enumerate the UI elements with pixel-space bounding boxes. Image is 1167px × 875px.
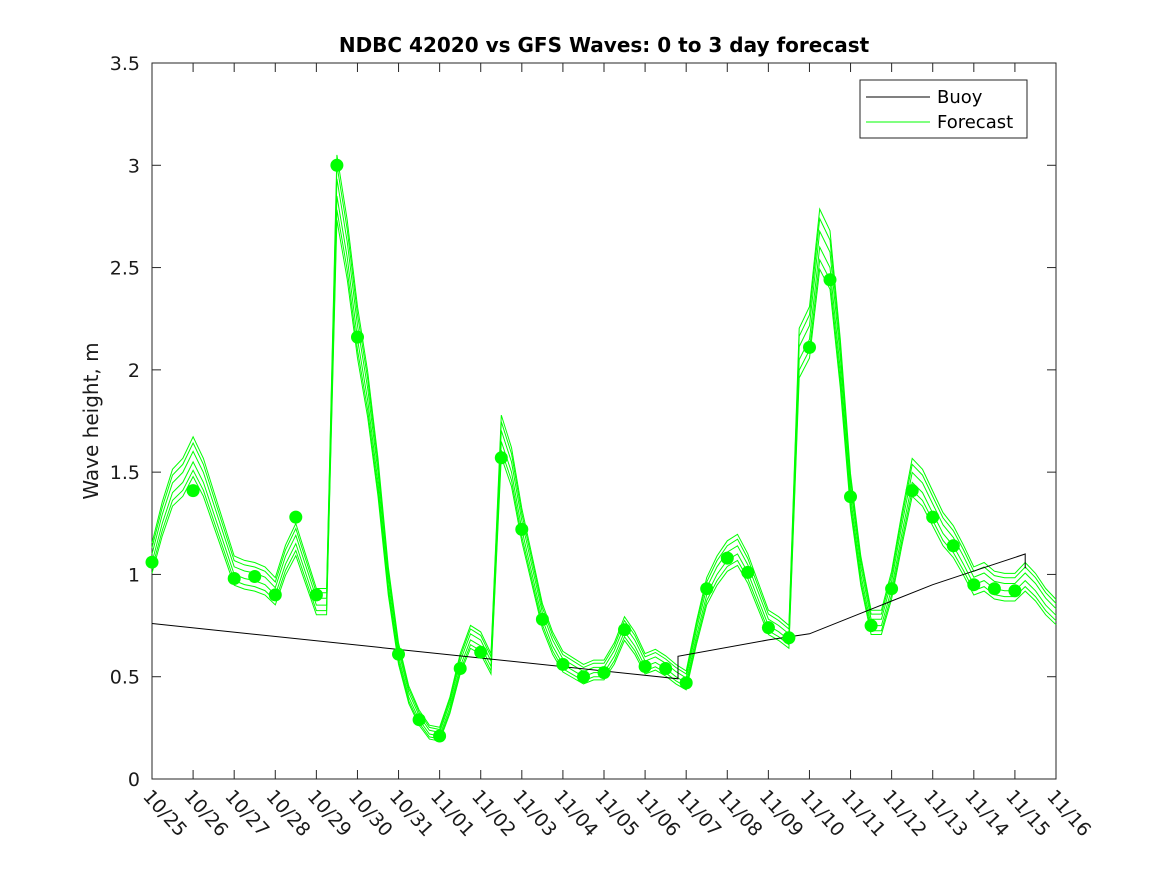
- forecast-marker: [844, 490, 857, 504]
- forecast-marker: [967, 578, 981, 592]
- forecast-marker: [535, 612, 549, 626]
- forecast-marker: [864, 619, 878, 633]
- y-tick-label: 3.5: [110, 53, 140, 75]
- forecast-marker: [659, 662, 673, 675]
- forecast-marker: [309, 588, 323, 602]
- forecast-marker: [289, 510, 303, 524]
- forecast-marker: [186, 484, 200, 498]
- forecast-marker: [248, 570, 262, 583]
- forecast-marker: [926, 510, 940, 524]
- forecast-marker: [268, 588, 282, 602]
- chart-title: NDBC 42020 vs GFS Waves: 0 to 3 day fore…: [339, 33, 870, 57]
- forecast-marker: [885, 582, 899, 596]
- y-tick-label: 1: [128, 564, 140, 586]
- forecast-marker: [987, 582, 1001, 596]
- legend-buoy-label: Buoy: [937, 87, 983, 108]
- forecast-marker: [679, 676, 693, 690]
- forecast-marker: [700, 582, 714, 596]
- forecast-marker: [946, 539, 960, 553]
- forecast-marker: [412, 713, 426, 727]
- y-tick-label: 2.5: [110, 258, 140, 280]
- forecast-run-line: [151, 165, 1057, 731]
- forecast-marker: [597, 666, 611, 680]
- y-tick-label: 0.5: [110, 667, 140, 689]
- forecast-marker: [823, 273, 837, 287]
- forecast-marker: [741, 565, 755, 579]
- forecast-marker: [145, 555, 159, 569]
- y-axis-label: Wave height, m: [79, 342, 103, 499]
- forecast-marker: [618, 623, 631, 637]
- legend: Buoy Forecast: [859, 79, 1028, 139]
- forecast-marker: [1008, 584, 1022, 598]
- forecast-marker: [782, 631, 796, 645]
- forecast-run-line: [151, 219, 1057, 742]
- forecast-marker: [761, 621, 775, 635]
- forecast-marker: [227, 572, 241, 585]
- forecast-marker: [515, 522, 529, 536]
- forecast-marker: [453, 662, 467, 675]
- forecast-marker: [474, 645, 488, 659]
- y-tick-label: 0: [128, 769, 140, 791]
- forecast-marker: [638, 660, 652, 673]
- forecast-marker: [720, 551, 734, 565]
- forecast-marker: [905, 484, 919, 498]
- y-tick-label: 3: [128, 155, 140, 177]
- legend-forecast-label: Forecast: [937, 112, 1013, 133]
- forecast-marker: [392, 647, 405, 661]
- legend-box: [859, 79, 1028, 139]
- y-tick-label: 2: [128, 360, 140, 382]
- forecast-marker: [351, 330, 364, 344]
- forecast-marker: [577, 670, 590, 684]
- forecast-marker: [330, 158, 344, 172]
- forecast-marker: [556, 657, 570, 671]
- buoy-line: [151, 553, 1026, 680]
- forecast-marker: [803, 340, 816, 354]
- forecast-marker: [433, 729, 447, 743]
- forecast-run-line: [151, 154, 1057, 728]
- y-tick-label: 1.5: [110, 462, 140, 484]
- forecast-marker: [494, 451, 508, 465]
